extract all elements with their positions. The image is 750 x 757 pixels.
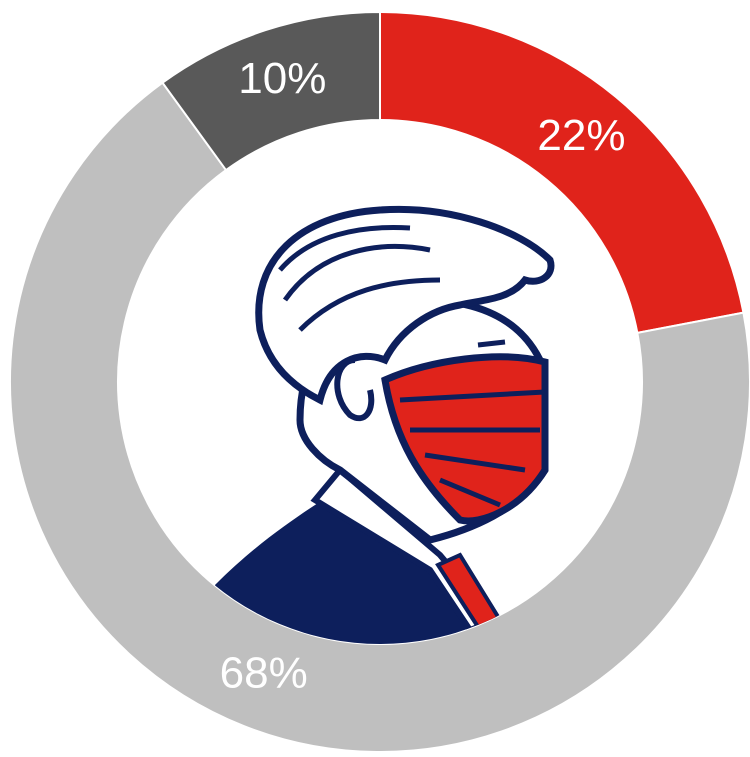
data-label: 22%	[537, 111, 625, 160]
donut-slice	[379, 10, 745, 335]
donut	[9, 10, 750, 753]
data-label: 68%	[220, 648, 308, 697]
data-label: 10%	[238, 54, 326, 103]
center-illustration	[215, 205, 555, 644]
donut-slice	[161, 10, 381, 172]
